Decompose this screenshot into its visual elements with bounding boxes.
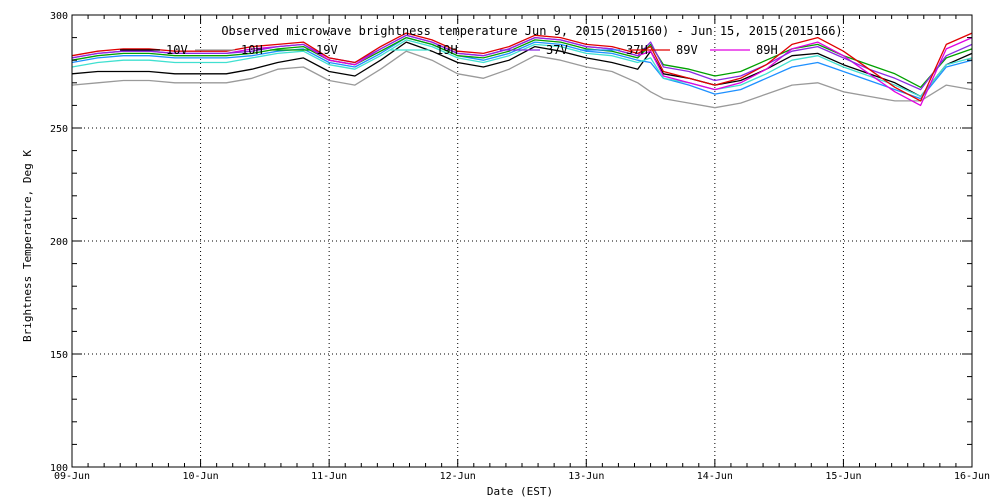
- y-tick-label: 100: [50, 463, 68, 474]
- x-tick-label: 11-Jun: [311, 471, 347, 482]
- y-tick-label: 200: [50, 237, 68, 248]
- series-line-37v: [71, 34, 973, 91]
- series-line-10h: [71, 50, 973, 109]
- legend-label-10v: 10V: [166, 43, 188, 57]
- legend-label-89h: 89H: [756, 43, 778, 57]
- series-line-19h: [71, 39, 973, 98]
- x-axis-title: Date (EST): [487, 485, 553, 498]
- legend-label-89v: 89V: [676, 43, 698, 57]
- axis-ticks: 09-Jun 10-Jun 11-Jun 12-Jun 13-Jun 14-Jun 15-J…: [50, 11, 990, 482]
- legend-label-10h: 10H: [241, 43, 263, 57]
- series-line-10v: [71, 41, 973, 98]
- legend: 10V 10H 19V 19H 37V 37H 89V 89H: [120, 43, 778, 57]
- x-tick-label: 13-Jun: [568, 471, 604, 482]
- y-axis-title: Brightness Temperature, Deg K: [21, 150, 34, 342]
- x-tick-label: 15-Jun: [825, 471, 861, 482]
- grid-lines: [72, 15, 972, 467]
- x-tick-label: 16-Jun: [954, 471, 990, 482]
- y-tick-label: 250: [50, 124, 68, 135]
- series-lines: [71, 32, 973, 109]
- legend-label-19v: 19V: [316, 43, 338, 57]
- chart-title: Observed microwave brightness temperatur…: [221, 24, 842, 38]
- legend-label-37v: 37V: [546, 43, 568, 57]
- series-line-89v: [71, 32, 973, 102]
- legend-label-19h: 19H: [436, 43, 458, 57]
- x-tick-label: 12-Jun: [440, 471, 476, 482]
- x-tick-label: 10-Jun: [183, 471, 219, 482]
- x-tick-label: 14-Jun: [697, 471, 733, 482]
- series-line-19v: [71, 36, 973, 88]
- y-tick-label: 300: [50, 11, 68, 22]
- series-line-37h: [71, 36, 973, 100]
- x-tick-label: 09-Jun: [54, 471, 90, 482]
- y-tick-label: 150: [50, 350, 68, 361]
